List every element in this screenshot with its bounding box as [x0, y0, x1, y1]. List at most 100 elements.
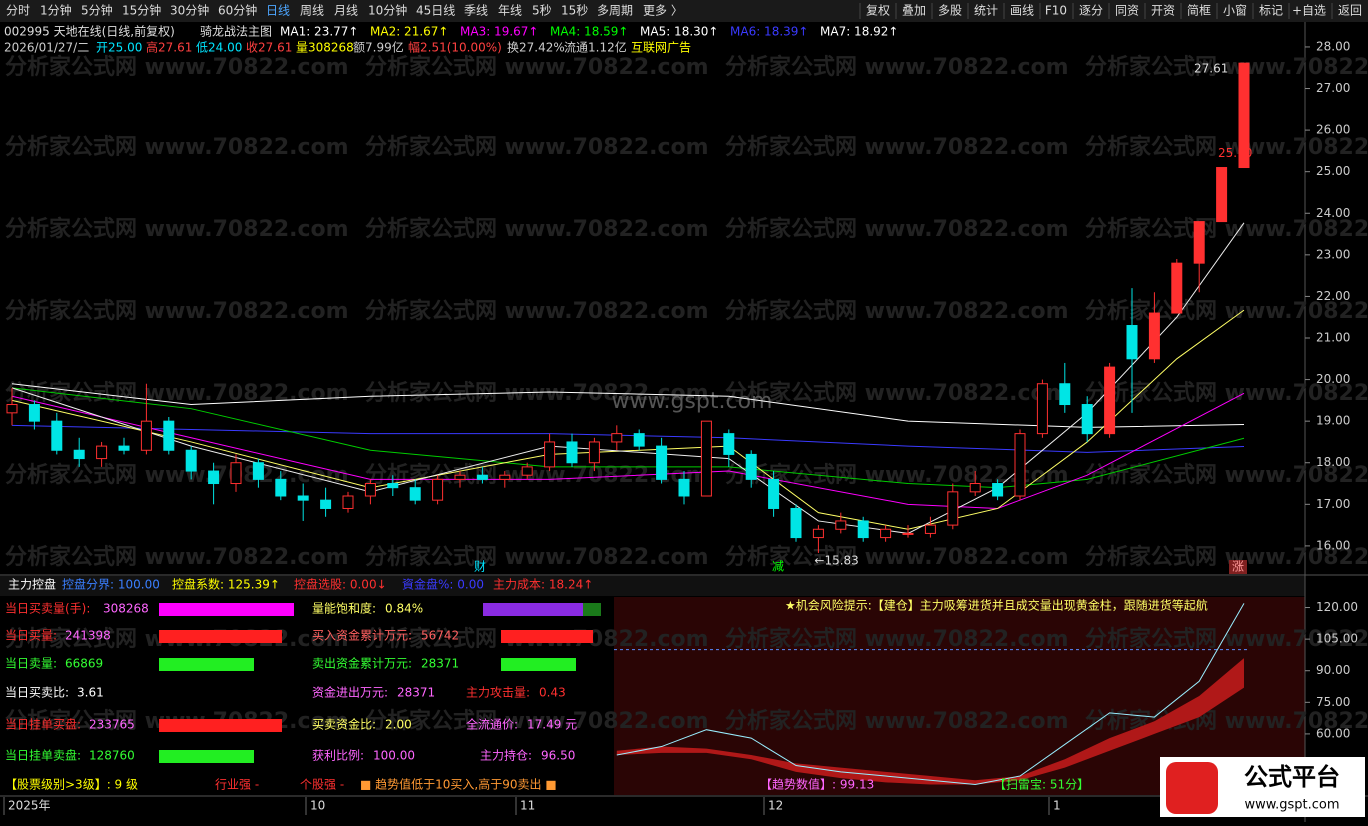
- y-tick-label: 17.00: [1316, 497, 1350, 511]
- ma-line: [11, 383, 1245, 428]
- toolbar-button[interactable]: 标记: [1259, 4, 1283, 18]
- toolbar-button[interactable]: +自选: [1292, 4, 1326, 18]
- candle-body: [745, 453, 757, 480]
- toolbar-button[interactable]: F10: [1045, 4, 1067, 18]
- quote-field: 高27.61: [146, 40, 192, 55]
- candle-body: [611, 433, 623, 443]
- toolbar-tab[interactable]: 季线: [464, 4, 488, 18]
- date-label: 1: [1053, 799, 1061, 813]
- candle-body: [857, 520, 869, 539]
- toolbar-tab[interactable]: 分时: [6, 4, 30, 18]
- mid-value: 0.84%: [385, 602, 423, 616]
- toolbar-button[interactable]: 画线: [1010, 4, 1034, 18]
- candle-body: [521, 466, 533, 476]
- date-label: 10: [310, 799, 325, 813]
- candle-body: [992, 483, 1004, 497]
- y-tick-label: 27.00: [1316, 81, 1350, 95]
- toolbar-tab[interactable]: 60分钟: [218, 3, 257, 18]
- row-value: 308268: [103, 602, 149, 616]
- candle-body: [633, 433, 645, 447]
- candle-body: [566, 441, 578, 464]
- toolbar-tab[interactable]: 月线: [334, 4, 358, 18]
- candle-body: [924, 524, 936, 534]
- toolbar-tab[interactable]: 5分钟: [81, 3, 113, 18]
- toolbar-tab[interactable]: 更多 〉: [643, 4, 683, 18]
- mid-value: 56742: [421, 629, 459, 643]
- candle-body: [1193, 221, 1205, 264]
- footer-text: 行业强 -: [215, 778, 259, 792]
- toolbar-tab[interactable]: 1分钟: [40, 3, 72, 18]
- toolbar-button[interactable]: 多股: [938, 4, 962, 18]
- indicator-field: 控盘分界: 100.00: [62, 577, 160, 592]
- toolbar-button[interactable]: 复权: [866, 4, 890, 18]
- toolbar-button[interactable]: 简框: [1187, 4, 1211, 18]
- toolbar-tab[interactable]: 15秒: [561, 4, 588, 18]
- candle-body: [208, 470, 220, 485]
- toolbar-button[interactable]: 统计: [974, 4, 998, 18]
- mid-value: 28371: [421, 657, 459, 671]
- right-value: 17.49 元: [527, 718, 577, 732]
- indicator-field: 主力控盘: [8, 577, 56, 592]
- candle-body: [364, 483, 376, 497]
- quote-field: 换27.42%: [507, 41, 565, 55]
- row-value: 66869: [65, 657, 103, 671]
- candle-body: [297, 495, 309, 501]
- y-tick-label: 18.00: [1316, 455, 1350, 469]
- event-marker: 涨: [1232, 559, 1244, 574]
- y-tick-label: 26.00: [1316, 123, 1350, 137]
- indicator-field: 資金盘%: 0.00: [402, 577, 484, 592]
- ma-label: MA5: 18.30↑: [640, 25, 718, 39]
- mid-label: 卖出资金累计万元:: [312, 656, 412, 671]
- footer-text: ■ 趋势值低于10买入,高于90卖出 ■: [360, 777, 557, 792]
- toolbar-tab[interactable]: 多周期: [597, 4, 633, 18]
- candle-body: [73, 449, 85, 460]
- candle-body: [656, 445, 668, 480]
- mid-label: 买入资金累计万元:: [312, 628, 412, 643]
- toolbar-tab[interactable]: 10分钟: [368, 3, 407, 18]
- candle-body: [790, 507, 802, 539]
- watermark: www.gspt.com: [612, 389, 773, 414]
- toolbar-button[interactable]: 返回: [1338, 4, 1362, 18]
- toolbar-tab[interactable]: 日线: [266, 4, 290, 18]
- y-tick-label: 24.00: [1316, 206, 1350, 220]
- toolbar-tab[interactable]: 年线: [498, 4, 522, 18]
- toolbar-button[interactable]: 小窗: [1223, 4, 1247, 18]
- footer-text: 【股票级别>3级】: 9 级: [5, 778, 138, 792]
- logo-icon: [1166, 762, 1218, 814]
- toolbar-tab[interactable]: 30分钟: [170, 3, 209, 18]
- stock-name: 002995 天地在线(日线,前复权): [4, 24, 175, 39]
- y-tick-label: 120.00: [1316, 600, 1358, 614]
- watermark: 分析家公式网 www.70822.com: [5, 298, 349, 324]
- toolbar-tab[interactable]: 5秒: [532, 4, 552, 18]
- y-tick-label: 20.00: [1316, 372, 1350, 386]
- row-label: 当日买卖量(手):: [5, 602, 90, 616]
- toolbar-button[interactable]: 叠加: [902, 4, 926, 18]
- candle-body: [185, 449, 197, 472]
- toolbar-tab[interactable]: 周线: [300, 4, 324, 18]
- indicator-field: 控盘系数: 125.39↑: [172, 577, 280, 592]
- watermark: 分析家公式网 www.70822.com: [365, 544, 709, 570]
- row-bar: [159, 719, 282, 732]
- toolbar-tab[interactable]: 15分钟: [122, 3, 161, 18]
- date-label: 2025年: [8, 799, 51, 813]
- toolbar-button[interactable]: 逐分: [1079, 4, 1103, 18]
- candle-body: [768, 478, 780, 509]
- row-bar: [159, 630, 282, 643]
- toolbar-button[interactable]: 开资: [1151, 4, 1175, 18]
- watermark: 分析家公式网 www.70822.com: [1085, 54, 1368, 80]
- trend-band: [616, 658, 1244, 785]
- watermark: 分析家公式网 www.70822.com: [1085, 544, 1368, 570]
- candle-body: [118, 445, 130, 451]
- logo-url: www.gspt.com: [1244, 798, 1339, 813]
- toolbar-button[interactable]: 同资: [1115, 4, 1139, 18]
- indicator-field: 主力成本: 18.24↑: [493, 578, 593, 592]
- toolbar-tab[interactable]: 45日线: [416, 4, 455, 18]
- candle-body: [1059, 383, 1071, 406]
- watermark: 分析家公式网 www.70822.com: [725, 708, 1069, 734]
- mid-value: 28371: [397, 686, 435, 700]
- candle-body: [163, 420, 175, 451]
- ma-line: [11, 222, 1245, 534]
- watermark: 分析家公式网 www.70822.com: [365, 380, 709, 406]
- candle-body: [409, 487, 421, 501]
